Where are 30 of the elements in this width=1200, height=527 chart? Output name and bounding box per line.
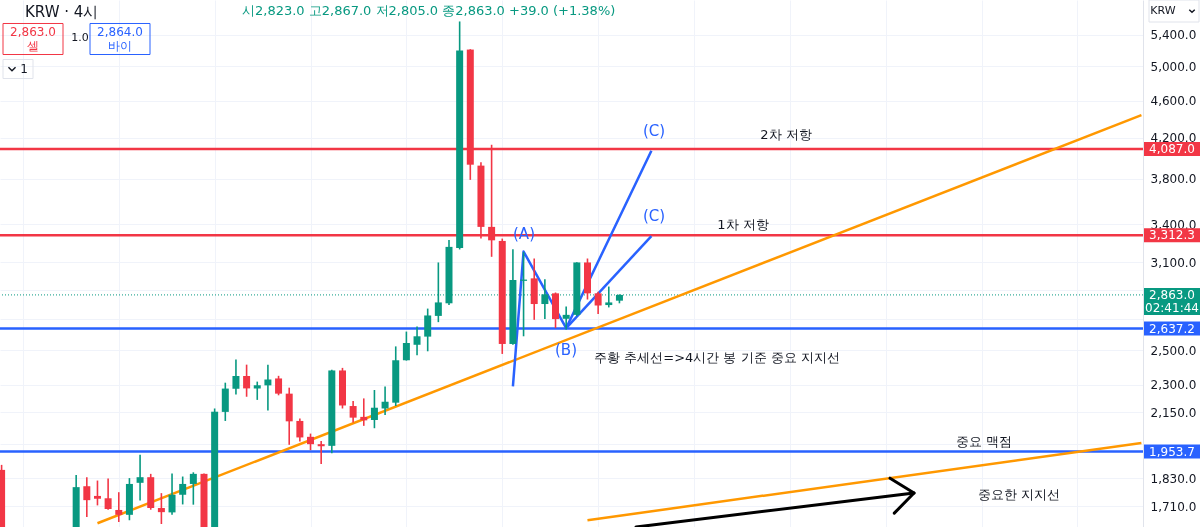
annotation: (B) [555,341,577,360]
y-tick-label: 2,150.0 [1150,405,1197,420]
chart-subtitle: 시2,823.0 고2,867.0 저2,805.0 종2,863.0 +39.0 (+1.38%) [242,3,616,18]
annotation: 1 [20,62,28,76]
ref-line-label: 4,087.0 [1149,142,1195,157]
annotation: (C) [642,207,666,226]
annotation: 2차 저항 [760,127,812,143]
y-tick-label: 2,300.0 [1150,378,1197,393]
y-tick-label: 1,830.0 [1150,471,1197,486]
annotation: 2,864.0 바이 [97,25,143,53]
ref-line-label: 1,953.7 [1149,444,1195,459]
ref-line-label: 2,637.2 [1149,321,1195,336]
annotation: 중요 맥점 [955,433,1013,449]
annotation: 1차 저항 [717,217,769,233]
ref-line-label: 3,312.3 [1149,228,1195,243]
y-tick-label: 3,100.0 [1150,255,1197,270]
ref-line-label: 2,863.0 02:41:44 [1145,287,1199,315]
annotation: 중요한 지지선 [977,487,1061,502]
y-tick-label: 5,400.0 [1150,28,1197,43]
y-tick-label: 2,500.0 [1150,343,1197,358]
y-tick-label: 3,800.0 [1150,172,1197,187]
annotation: 주황 추세선=>4시간 봉 기준 중요 지지선 [594,350,840,365]
chart-title: KRW · 4시 [25,3,99,21]
y-tick-label: 1,710.0 [1150,499,1197,514]
annotation: 2,863.0 셀 [10,25,56,53]
annotation: (C) [642,121,666,140]
y-tick-label: 4,600.0 [1150,94,1197,109]
annotation: 1.0 [71,31,89,44]
y-tick-label: 5,000.0 [1150,59,1197,74]
text: KRW [1150,4,1176,17]
